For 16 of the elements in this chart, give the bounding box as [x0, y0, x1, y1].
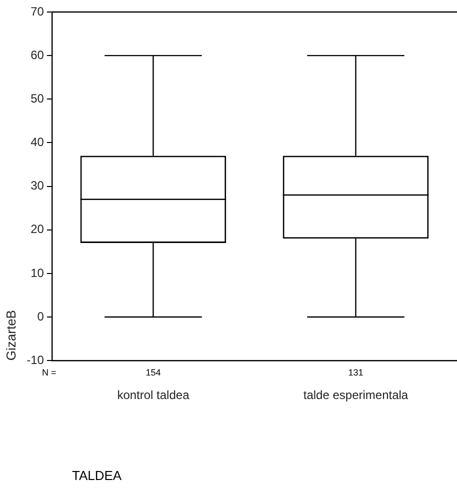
- x-tick-label: talde esperimentala: [303, 388, 408, 402]
- x-tick-label: kontrol taldea: [117, 388, 190, 402]
- y-tick-label: 20: [30, 222, 44, 236]
- y-tick-label: 40: [30, 135, 44, 150]
- y-tick-label: 0: [37, 309, 44, 324]
- y-tick-label: 70: [30, 4, 44, 18]
- text: 154: [146, 368, 161, 378]
- y-tick-label: 10: [30, 266, 44, 280]
- text: N =: [42, 368, 56, 378]
- y-tick-label: 60: [30, 48, 44, 62]
- y-tick-label: 30: [30, 178, 44, 193]
- y-axis-title: GizarteB: [3, 310, 18, 361]
- text: 131: [348, 368, 364, 378]
- y-tick-label: -10: [26, 352, 44, 367]
- text: TALDEA: [72, 468, 122, 484]
- y-tick-label: 50: [30, 91, 44, 106]
